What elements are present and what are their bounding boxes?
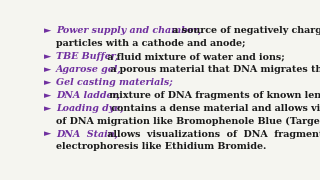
Text: a fluid mixture of water and ions;: a fluid mixture of water and ions;: [104, 52, 285, 61]
Text: TBE Buffer,: TBE Buffer,: [56, 52, 118, 61]
Text: DNA  Stain,: DNA Stain,: [56, 130, 118, 139]
Text: Loading dye,: Loading dye,: [56, 104, 124, 113]
Text: ►: ►: [44, 130, 52, 139]
Text: contains a dense material and allows visualization: contains a dense material and allows vis…: [108, 104, 320, 113]
Text: ►: ►: [44, 78, 52, 87]
Text: a source of negatively charged: a source of negatively charged: [169, 26, 320, 35]
Text: ►: ►: [44, 52, 52, 61]
Text: allows  visualizations  of  DNA  fragments  after: allows visualizations of DNA fragments a…: [104, 130, 320, 139]
Text: ►: ►: [44, 26, 52, 35]
Text: Power supply and chamber,: Power supply and chamber,: [56, 26, 201, 35]
Text: particles with a cathode and anode;: particles with a cathode and anode;: [56, 39, 246, 48]
Text: mixture of DNA fragments of known lengths;: mixture of DNA fragments of known length…: [106, 91, 320, 100]
Text: ►: ►: [44, 65, 52, 74]
Text: of DNA migration like Bromophenole Blue (Target Dye);: of DNA migration like Bromophenole Blue …: [56, 117, 320, 126]
Text: DNA ladder,: DNA ladder,: [56, 91, 120, 100]
Text: ►: ►: [44, 104, 52, 113]
Text: electrophoresis like Ethidium Bromide.: electrophoresis like Ethidium Bromide.: [56, 142, 267, 151]
Text: a porous material that DNA migrates through;: a porous material that DNA migrates thro…: [107, 65, 320, 74]
Text: ►: ►: [44, 91, 52, 100]
Text: Gel casting materials;: Gel casting materials;: [56, 78, 173, 87]
Text: Agarose gel,: Agarose gel,: [56, 65, 122, 74]
